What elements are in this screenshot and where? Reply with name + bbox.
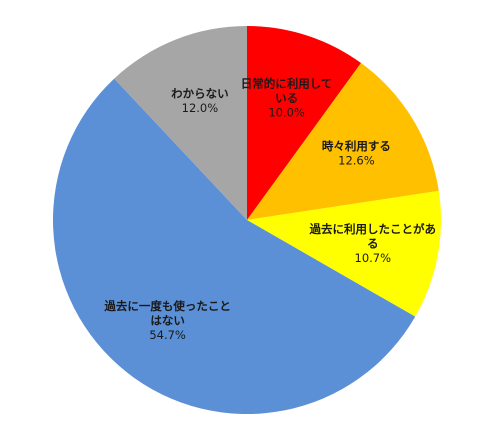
slice-label-text-4-0: わからない [171,87,229,101]
slice-label-text-0-0: 日常的に利用して [241,77,333,91]
pie-slice-4 [114,26,247,220]
slice-label-text-3-1: はない [150,313,185,327]
pie-slices [52,26,442,415]
slice-value-3: 54.7% [149,328,186,342]
slice-value-1: 12.6% [338,154,375,168]
slice-value-0: 10.0% [268,106,305,120]
slice-value-2: 10.7% [355,251,392,265]
slice-label-text-1-0: 時々利用する [322,139,391,153]
slice-label-text-0-1: いる [275,91,298,105]
slice-label-text-3-0: 過去に一度も使ったこと [103,299,231,313]
pie-slice-3 [52,78,416,415]
pie-slice-1 [247,63,439,220]
pie-labels: 日常的に利用している10.0%時々利用する12.6%過去に利用したことがある10… [103,77,436,342]
slice-label-text-2-1: る [367,237,379,251]
slice-value-4: 12.0% [182,101,219,115]
slice-label-text-2-0: 過去に利用したことがあ [309,222,437,236]
pie-slice-2 [247,190,442,317]
pie-slice-0 [247,26,362,220]
